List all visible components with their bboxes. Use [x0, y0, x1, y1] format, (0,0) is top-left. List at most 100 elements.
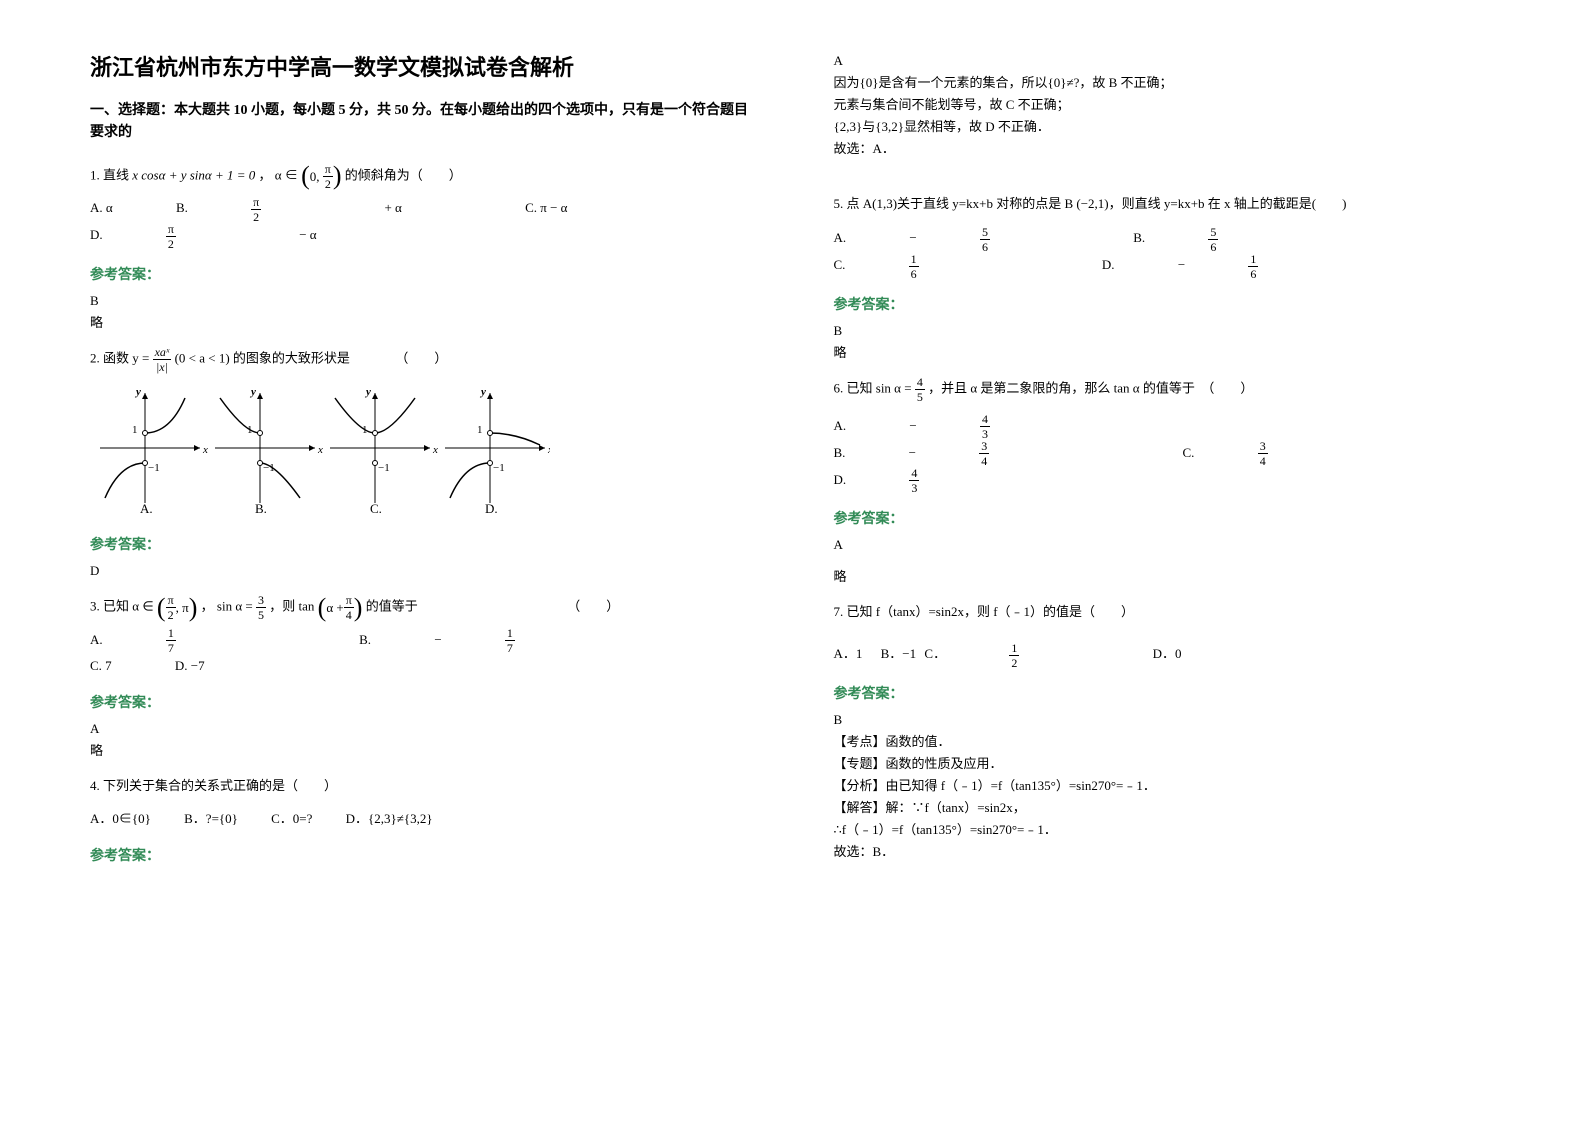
q7-stem: 7. 已知 f（tanx）=sin2x，则 f（﹣1）的值是（ ） [834, 600, 1498, 623]
q3-tan-arg: α + [326, 596, 343, 619]
q4-e4: 故选：A． [834, 138, 1498, 160]
q6-b-d: 4 [979, 454, 989, 467]
q4-c: C．0=? [271, 807, 312, 830]
q4-d: D．{2,3}≠{3,2} [346, 807, 433, 830]
question-5: 5. 点 A(1,3)关于直线 y=kx+b 对称的点是 B (−2,1)，则直… [834, 192, 1498, 279]
q1-ans-label: 参考答案： [90, 264, 754, 284]
title: 浙江省杭州市东方中学高一数学文模拟试卷含解析 [90, 50, 754, 82]
q7-c-n: 1 [1009, 642, 1019, 656]
q6-d-pre: D. [834, 468, 847, 491]
q3-a-n: 1 [166, 627, 176, 641]
q4-e2: 元素与集合间不能划等号，故 C 不正确； [834, 94, 1498, 116]
q1-cond-low: 0 [310, 165, 317, 188]
svg-text:−1: −1 [378, 462, 390, 474]
q3-pre: 3. 已知 [90, 599, 132, 614]
question-3: 3. 已知 α ∈ ( π2, π ) ， sin α = 35 ，则 tan … [90, 594, 754, 677]
q5-d-d: 6 [1248, 267, 1258, 280]
q7-ans: B [834, 709, 1498, 731]
svg-text:y: y [134, 386, 141, 398]
q6-sin-d: 5 [915, 390, 925, 403]
q5-b-pre: B. [1133, 226, 1145, 249]
q4-e1: 因为{0}是含有一个元素的集合，所以{0}≠?，故 B 不正确； [834, 72, 1498, 94]
q3-a-d: 7 [166, 641, 176, 654]
q3-mid2: ，则 [269, 599, 298, 614]
svg-text:y: y [249, 386, 256, 398]
svg-text:x: x [432, 444, 438, 456]
q6-sin-pre: sin α = [876, 381, 915, 396]
q5-c-d: 6 [909, 267, 919, 280]
q1-cond-hd: 2 [323, 177, 333, 190]
q6-c-n: 3 [1258, 440, 1268, 454]
q4-e3: {2,3}与{3,2}显然相等，故 D 不正确． [834, 116, 1498, 138]
q2-label-d: D. [485, 501, 498, 513]
q5-ans: B [834, 320, 1498, 342]
q6-sin-n: 4 [915, 376, 925, 390]
svg-text:x: x [202, 444, 208, 456]
q1-b-d: 2 [251, 210, 261, 223]
q6-ans-label: 参考答案： [834, 508, 1498, 528]
q1-b-pre: B. [176, 196, 188, 219]
svg-text:x: x [547, 444, 550, 456]
q3-expl: 略 [90, 740, 754, 762]
q6-b-pre: B. [834, 441, 846, 464]
q2-label-b: B. [255, 501, 267, 513]
question-2: 2. 函数 y = xaˣ|x| (0 < a < 1) 的图象的大致形状是 （… [90, 346, 754, 520]
q3-c: C. 7 [90, 654, 112, 677]
q5-stem: 5. 点 A(1,3)关于直线 y=kx+b 对称的点是 B (−2,1)，则直… [834, 192, 1498, 215]
section-1-head: 一、选择题：本大题共 10 小题，每小题 5 分，共 50 分。在每小题给出的四… [90, 100, 754, 145]
q1-ans: B [90, 290, 754, 312]
q3-b-n: 1 [505, 627, 515, 641]
left-column: 浙江省杭州市东方中学高一数学文模拟试卷含解析 一、选择题：本大题共 10 小题，… [90, 50, 754, 1072]
q1-d-d: 2 [166, 237, 176, 250]
q5-c-pre: C. [834, 253, 846, 276]
q3-a-pre: A. [90, 628, 103, 651]
q2-pre: 2. 函数 [90, 350, 132, 365]
q3-c1-ln: π [166, 594, 176, 608]
q3-c2-d: 5 [256, 608, 266, 621]
svg-text:y: y [479, 386, 486, 398]
q3-b-neg: − [434, 628, 441, 651]
q6-d-n: 4 [909, 467, 919, 481]
q4-ans-label: 参考答案： [90, 845, 754, 865]
q5-expl: 略 [834, 342, 1498, 364]
svg-text:−1: −1 [148, 462, 160, 474]
q7-a: A．1 [834, 642, 863, 665]
question-1: 1. 直线 x cosα + y sinα + 1 = 0 ， α ∈ ( 0,… [90, 163, 754, 250]
svg-text:1: 1 [132, 424, 138, 436]
q1-suf: 的倾斜角为（ ） [345, 167, 462, 182]
q7-l5: ∴f（﹣1）=f（tan135°）=sin270°=﹣1． [834, 819, 1498, 841]
q3-c2-n: 3 [256, 594, 266, 608]
q6-expl: 略 [834, 566, 1498, 588]
q2-eq-d: |x| [153, 360, 172, 373]
q2-ans: D [90, 560, 754, 582]
q5-b-n: 5 [1208, 226, 1218, 240]
q7-l3: 【分析】由已知得 f（﹣1）=f（tan135°）=sin270°=﹣1． [834, 775, 1498, 797]
q7-l1: 【考点】函数的值． [834, 731, 1498, 753]
q3-d: D. −7 [175, 654, 205, 677]
q1-d-suf: − α [299, 223, 316, 246]
question-7: 7. 已知 f（tanx）=sin2x，则 f（﹣1）的值是（ ） A．1 B．… [834, 600, 1498, 668]
q3-ans-label: 参考答案： [90, 692, 754, 712]
q5-a-d: 6 [980, 240, 990, 253]
question-6: 6. 已知 sin α = 45 ，并且 α 是第二象限的角，那么 tan α … [834, 376, 1498, 494]
q2-eq-pre: y = [132, 350, 152, 365]
q3-c1-pre: α ∈ [132, 599, 157, 614]
q3-tan-d: 4 [344, 608, 354, 621]
q1-pre: 1. 直线 [90, 167, 132, 182]
q1-expl: 略 [90, 312, 754, 334]
q2-graphs: x y 1 −1 A. x y 1 −1 [90, 383, 550, 513]
q4-b: B．?={0} [184, 807, 238, 830]
q6-pre: 6. 已知 [834, 381, 876, 396]
q7-l6: 故选：B． [834, 841, 1498, 863]
svg-text:x: x [317, 444, 323, 456]
q1-b-suf: + α [384, 196, 401, 219]
q1-mid: ， [259, 167, 272, 182]
q7-l2: 【专题】函数的性质及应用． [834, 753, 1498, 775]
q2-ans-label: 参考答案： [90, 534, 754, 554]
q2-suf: 的图象的大致形状是 （ ） [233, 350, 448, 365]
q5-b-d: 6 [1208, 240, 1218, 253]
q2-cond: (0 < a < 1) [175, 350, 233, 365]
q5-a-neg: − [909, 226, 916, 249]
q3-ans: A [90, 718, 754, 740]
svg-text:−1: −1 [493, 462, 505, 474]
